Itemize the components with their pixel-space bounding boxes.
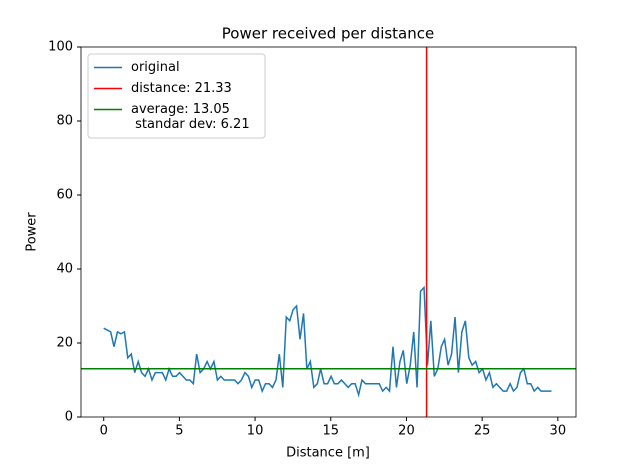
plot-area — [81, 47, 576, 417]
line — [103, 285, 552, 398]
y-tick-label: 100 — [48, 40, 73, 55]
x-tick-label: 10 — [247, 424, 264, 439]
x-tick-label: 15 — [322, 424, 339, 439]
plot-frame — [80, 46, 577, 418]
x-axis-label: Distance [m] — [286, 446, 370, 461]
x-tick-label: 25 — [474, 424, 491, 439]
y-tick-label: 0 — [65, 410, 73, 425]
x-tick-label: 30 — [550, 424, 567, 439]
y-axis-label: Power — [25, 212, 40, 252]
chart-title: Power received per distance — [222, 25, 434, 43]
legend-label: distance: 21.33 — [131, 81, 232, 96]
x-tick-label: 20 — [398, 424, 415, 439]
y-tick-label: 80 — [56, 114, 73, 129]
legend-box — [87, 53, 266, 139]
legend-label: average: 13.05 standar dev: 6.21 — [131, 102, 250, 132]
x-tick-label: 5 — [175, 424, 183, 439]
y-tick-label: 60 — [56, 188, 73, 203]
legend-label: original — [131, 60, 180, 75]
y-tick-label: 20 — [56, 336, 73, 351]
x-tick-label: 0 — [100, 424, 108, 439]
y-tick-label: 40 — [56, 262, 73, 277]
